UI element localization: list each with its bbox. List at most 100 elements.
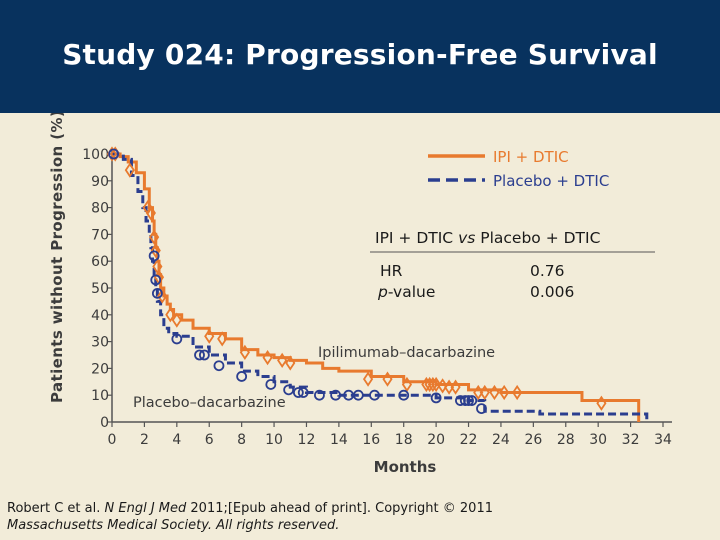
x-tick-label-20: 20 (427, 432, 445, 448)
ipi-censor-mark (157, 288, 168, 304)
p-value-label-rest: -value (388, 283, 436, 301)
placebo-censor-mark (198, 349, 210, 361)
placebo-censor-mark (463, 395, 474, 406)
y-axis-label: Patients without Progression (%) (48, 113, 66, 403)
y-tick-label-0: 0 (100, 415, 109, 431)
x-tick-label-34: 34 (654, 432, 672, 448)
x-tick-group: 0 2 4 6 8 10 12 14 16 18 20 22 24 26 28 30 32 34 (108, 422, 672, 448)
ipi-censor-mark (217, 331, 228, 347)
y-tick-group: 0 10 20 30 40 50 60 70 80 90 100 (82, 147, 112, 431)
x-tick-label-22: 22 (460, 432, 478, 448)
stats-title-vs: vs (458, 229, 475, 247)
stats-table-title: IPI + DTIC vs Placebo + DTIC (375, 229, 600, 247)
legend: IPI + DTIC Placebo + DTIC (428, 148, 609, 190)
ipi-censor-mark (479, 384, 490, 401)
legend-placebo-label: Placebo + DTIC (493, 172, 609, 190)
ipi-censor-mark (124, 162, 135, 178)
ipi-censor-mark (150, 242, 161, 259)
placebo-censor-marks (108, 148, 487, 415)
x-tick-label-12: 12 (298, 432, 316, 448)
citation-journal: N Engl J Med (104, 501, 187, 516)
placebo-dtic-curve (112, 152, 649, 422)
x-tick-label-0: 0 (108, 432, 117, 448)
stats-table: IPI + DTIC vs Placebo + DTIC HR 0.76 p-v… (370, 229, 655, 301)
ipi-censor-mark (421, 376, 432, 393)
stats-title-pre: IPI + DTIC (375, 229, 458, 247)
x-tick-label-28: 28 (557, 432, 575, 448)
ipi-censor-mark (277, 352, 288, 368)
title-bar: Study 024: Progression-Free Survival (0, 0, 720, 113)
x-tick-label-10: 10 (265, 432, 283, 448)
x-tick-label-26: 26 (524, 432, 542, 448)
ipi-censor-mark (512, 384, 523, 401)
placebo-censor-mark (108, 148, 120, 160)
ipi-censor-mark (382, 371, 393, 387)
ipi-censor-mark (444, 379, 455, 395)
placebo-censor-mark (213, 360, 225, 372)
placebo-censor-mark (297, 387, 309, 398)
ipi-censor-mark (149, 229, 160, 245)
p-value-label-italic: p (377, 283, 388, 301)
y-tick-label-70: 70 (91, 227, 109, 243)
placebo-censor-mark (459, 395, 471, 406)
placebo-censor-mark (292, 387, 304, 398)
x-tick-label-16: 16 (362, 432, 380, 448)
ipi-censor-mark (262, 350, 273, 366)
citation-line2: Massachusetts Medical Society. All right… (7, 518, 340, 533)
p-value-label: p-value (377, 283, 435, 301)
ipi-censor-mark (473, 384, 484, 401)
hr-value: 0.76 (530, 262, 565, 280)
citation: Robert C et al. N Engl J Med 2011;[Epub … (7, 500, 707, 534)
y-tick-label-10: 10 (91, 388, 109, 404)
ipi-censor-mark (401, 376, 413, 393)
pfs-kaplan-meier-chart: Patients without Progression (%) Months … (48, 110, 672, 476)
p-value: 0.006 (530, 283, 574, 301)
y-tick-label-20: 20 (91, 361, 109, 377)
x-tick-label-8: 8 (237, 432, 246, 448)
x-tick-label-4: 4 (172, 432, 181, 448)
placebo-censor-mark (150, 274, 162, 286)
placebo-censor-mark (466, 395, 478, 406)
ipi-censor-mark (285, 355, 296, 371)
ipi-censor-mark (596, 395, 607, 411)
placebo-curve-label: Placebo–dacarbazine (133, 395, 286, 411)
placebo-censor-mark (265, 379, 277, 390)
chart-area: Patients without Progression (%) Months … (0, 110, 720, 493)
placebo-censor-mark (151, 287, 163, 299)
placebo-censor-mark (369, 389, 380, 401)
citation-post: 2011;[Epub ahead of print]. Copyright © … (186, 501, 493, 516)
placebo-censor-mark (171, 333, 183, 345)
x-axis-label: Months (374, 458, 437, 476)
ipi-curve-label: Ipilimumab–dacarbazine (318, 345, 495, 361)
ipi-censor-mark (431, 376, 442, 393)
placebo-censor-mark (352, 389, 364, 401)
ipi-censor-mark (171, 312, 182, 328)
ipi-censor-mark (424, 376, 435, 393)
ipi-censor-mark (427, 376, 438, 393)
y-tick-label-80: 80 (91, 201, 109, 217)
x-tick-label-18: 18 (395, 432, 413, 448)
placebo-censor-mark (283, 384, 295, 396)
hr-label: HR (380, 262, 403, 280)
stats-title-post: Placebo + DTIC (475, 229, 600, 247)
x-tick-label-30: 30 (589, 432, 607, 448)
ipi-censor-mark (165, 307, 176, 323)
x-tick-label-24: 24 (492, 432, 510, 448)
citation-pre: Robert C et al. (7, 501, 105, 516)
placebo-censor-mark (330, 389, 342, 401)
y-tick-label-40: 40 (91, 308, 109, 324)
placebo-censor-mark (314, 389, 325, 401)
placebo-censor-mark (194, 349, 205, 361)
ipi-censor-mark (489, 384, 500, 401)
placebo-censor-mark (236, 371, 248, 382)
ipi-censor-mark (499, 384, 510, 401)
ipi-censor-marks (106, 146, 607, 411)
placebo-censor-mark (430, 392, 442, 404)
x-tick-label-2: 2 (140, 432, 149, 448)
y-tick-label-90: 90 (91, 174, 109, 190)
ipi-censor-mark (362, 371, 374, 387)
x-tick-label-14: 14 (330, 432, 348, 448)
x-tick-label-32: 32 (622, 432, 640, 448)
y-tick-label-50: 50 (91, 281, 109, 297)
y-tick-label-30: 30 (91, 335, 109, 351)
